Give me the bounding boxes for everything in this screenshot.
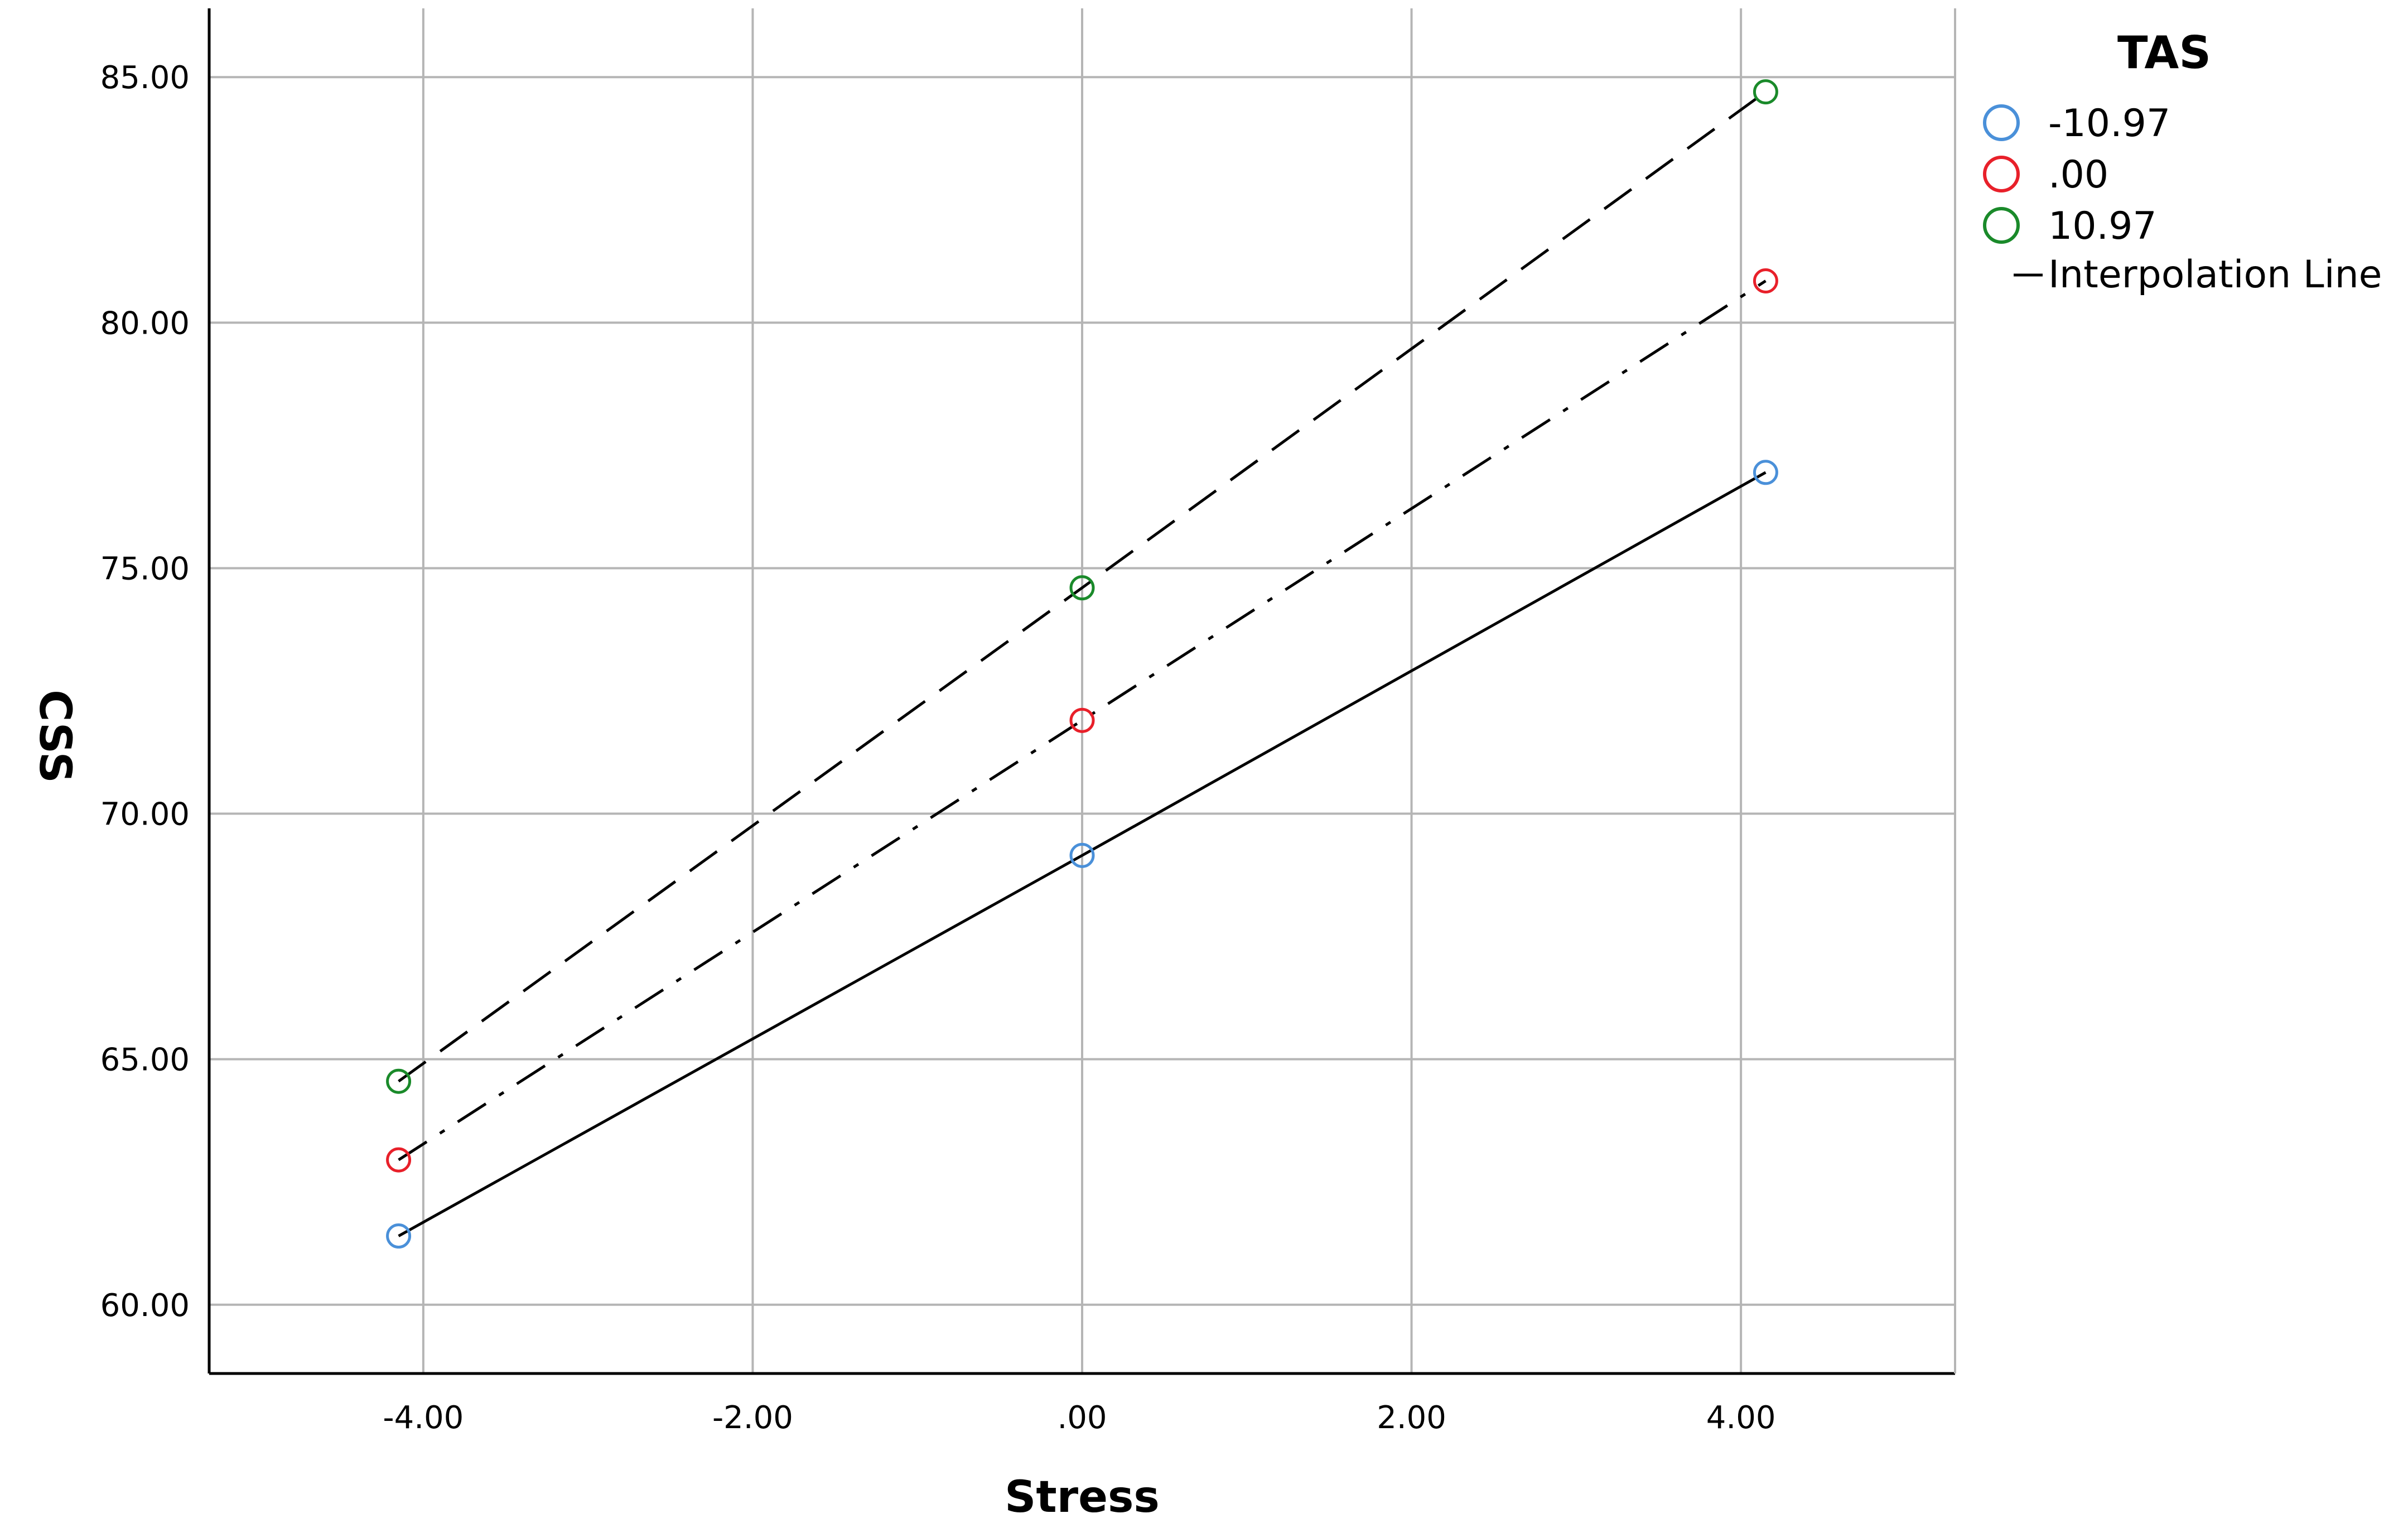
data-point [1069, 842, 1095, 868]
legend-title: TAS [2117, 27, 2211, 79]
data-point [386, 1147, 412, 1173]
data-point [1753, 460, 1778, 485]
series-points [386, 79, 1778, 1249]
x-axis-title: Stress [1005, 1472, 1160, 1522]
data-point [1069, 575, 1095, 601]
data-point [1069, 707, 1095, 733]
x-tick-label: .00 [1057, 1400, 1107, 1436]
x-ticks: -4.00 -2.00 .00 2.00 4.00 [383, 1400, 1775, 1436]
series-line-2 [398, 279, 1767, 1161]
legend-label: -10.97 [2048, 102, 2170, 146]
y-tick-label: 60.00 [100, 1288, 190, 1324]
legend: TAS -10.97 .00 10.97 Interpolation Line [1983, 27, 2382, 297]
x-tick-label: -2.00 [712, 1400, 793, 1436]
series-lines [398, 90, 1767, 1237]
data-point [1753, 79, 1778, 105]
y-tick-label: 85.00 [100, 60, 190, 96]
y-tick-label: 70.00 [100, 797, 190, 833]
legend-marker [1983, 156, 2020, 192]
y-tick-label: 75.00 [100, 551, 190, 587]
legend-label: 10.97 [2048, 204, 2157, 248]
x-tick-label: -4.00 [383, 1400, 464, 1436]
legend-marker [1983, 104, 2020, 141]
grid [209, 8, 1955, 1373]
data-point [386, 1223, 412, 1249]
x-tick-label: 4.00 [1706, 1400, 1776, 1436]
legend-label: .00 [2048, 153, 2108, 197]
y-tick-label: 80.00 [100, 305, 190, 341]
x-tick-label: 2.00 [1377, 1400, 1446, 1436]
series-line-3 [398, 90, 1767, 1083]
legend-interpolation-label: Interpolation Line [2048, 253, 2382, 297]
axes [207, 8, 1956, 1375]
y-ticks: 60.00 65.00 70.00 75.00 80.00 85.00 [100, 60, 190, 1324]
y-axis-title: CSS [30, 690, 80, 783]
data-point [1753, 268, 1778, 294]
series-line-1 [398, 471, 1767, 1237]
y-tick-label: 65.00 [100, 1042, 190, 1078]
legend-marker [1983, 207, 2020, 244]
data-point [386, 1068, 412, 1094]
